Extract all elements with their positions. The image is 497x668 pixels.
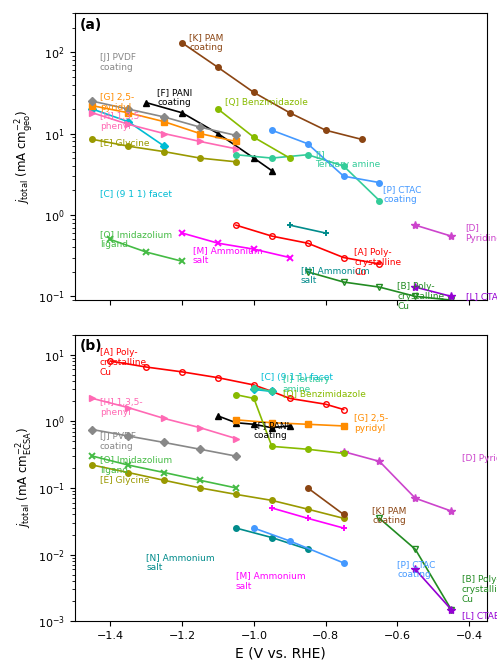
- Text: [F] PANI
coating: [F] PANI coating: [157, 88, 192, 107]
- Text: [D] Pyridine: [D] Pyridine: [462, 454, 497, 463]
- Text: [H] 1,3,5-
phenyl: [H] 1,3,5- phenyl: [100, 398, 142, 417]
- Text: (b): (b): [80, 339, 102, 353]
- Text: (a): (a): [80, 17, 102, 31]
- Y-axis label: $j_{\mathrm{total}}$ (mA cm$^{-2}_{\mathrm{ECSA}}$): $j_{\mathrm{total}}$ (mA cm$^{-2}_{\math…: [15, 428, 35, 528]
- Text: [N] Ammonium
salt: [N] Ammonium salt: [301, 266, 369, 285]
- Text: [M] Ammonium
salt: [M] Ammonium salt: [193, 246, 262, 265]
- Text: [M] Ammonium
salt: [M] Ammonium salt: [236, 572, 306, 591]
- Text: [E] Glycine: [E] Glycine: [100, 139, 149, 148]
- Text: [Q] Benzimidazole: [Q] Benzimidazole: [283, 390, 365, 399]
- Text: [A] Poly-
crystalline
Cu: [A] Poly- crystalline Cu: [100, 348, 147, 377]
- Text: [G] 2,5-
pyridyl: [G] 2,5- pyridyl: [354, 414, 389, 433]
- Text: [I] Tertiary
amine: [I] Tertiary amine: [283, 375, 329, 395]
- Text: [C] (9 1 1) facet: [C] (9 1 1) facet: [261, 373, 333, 382]
- Text: [N] Ammonium
salt: [N] Ammonium salt: [146, 553, 215, 572]
- Text: [Q] Benzimidazole: [Q] Benzimidazole: [225, 98, 308, 107]
- Text: [O] Imidazolium
ligand: [O] Imidazolium ligand: [100, 456, 172, 474]
- Text: [J] PVDF
coating: [J] PVDF coating: [100, 53, 136, 72]
- Text: [J] PVDF
coating: [J] PVDF coating: [100, 432, 136, 451]
- Text: [F] PANI
coating: [F] PANI coating: [254, 422, 289, 440]
- Text: [E] Glycine: [E] Glycine: [100, 476, 149, 485]
- Text: [G] 2,5-
pyridyl: [G] 2,5- pyridyl: [100, 93, 134, 112]
- Text: [L] CTAB: [L] CTAB: [462, 611, 497, 621]
- Text: [O] Imidazolium
ligand: [O] Imidazolium ligand: [100, 230, 172, 249]
- Text: [L] CTAB: [L] CTAB: [466, 292, 497, 301]
- Text: [K] PAM
coating: [K] PAM coating: [372, 506, 407, 526]
- Text: [I]
Tertiary amine: [I] Tertiary amine: [315, 150, 380, 169]
- Text: [H] 1,3,5-
phenyl: [H] 1,3,5- phenyl: [100, 112, 142, 131]
- Text: [B] Poly-
crystalline
Cu: [B] Poly- crystalline Cu: [462, 575, 497, 604]
- Text: [P] CTAC
coating: [P] CTAC coating: [398, 560, 436, 579]
- Text: [C] (9 1 1) facet: [C] (9 1 1) facet: [100, 190, 171, 198]
- Text: [D]
Pyridine: [D] Pyridine: [466, 224, 497, 242]
- Text: [K] PAM
coating: [K] PAM coating: [189, 33, 224, 53]
- X-axis label: E (V vs. RHE): E (V vs. RHE): [236, 647, 326, 661]
- Text: [A] Poly-
crystalline
Cu: [A] Poly- crystalline Cu: [354, 248, 402, 277]
- Text: [B] Poly-
crystalline
Cu: [B] Poly- crystalline Cu: [398, 282, 444, 311]
- Text: [P] CTAC
coating: [P] CTAC coating: [383, 184, 421, 204]
- Y-axis label: $j_{\mathrm{total}}$ (mA cm$^{-2}_{\mathrm{geo}}$): $j_{\mathrm{total}}$ (mA cm$^{-2}_{\math…: [13, 110, 35, 204]
